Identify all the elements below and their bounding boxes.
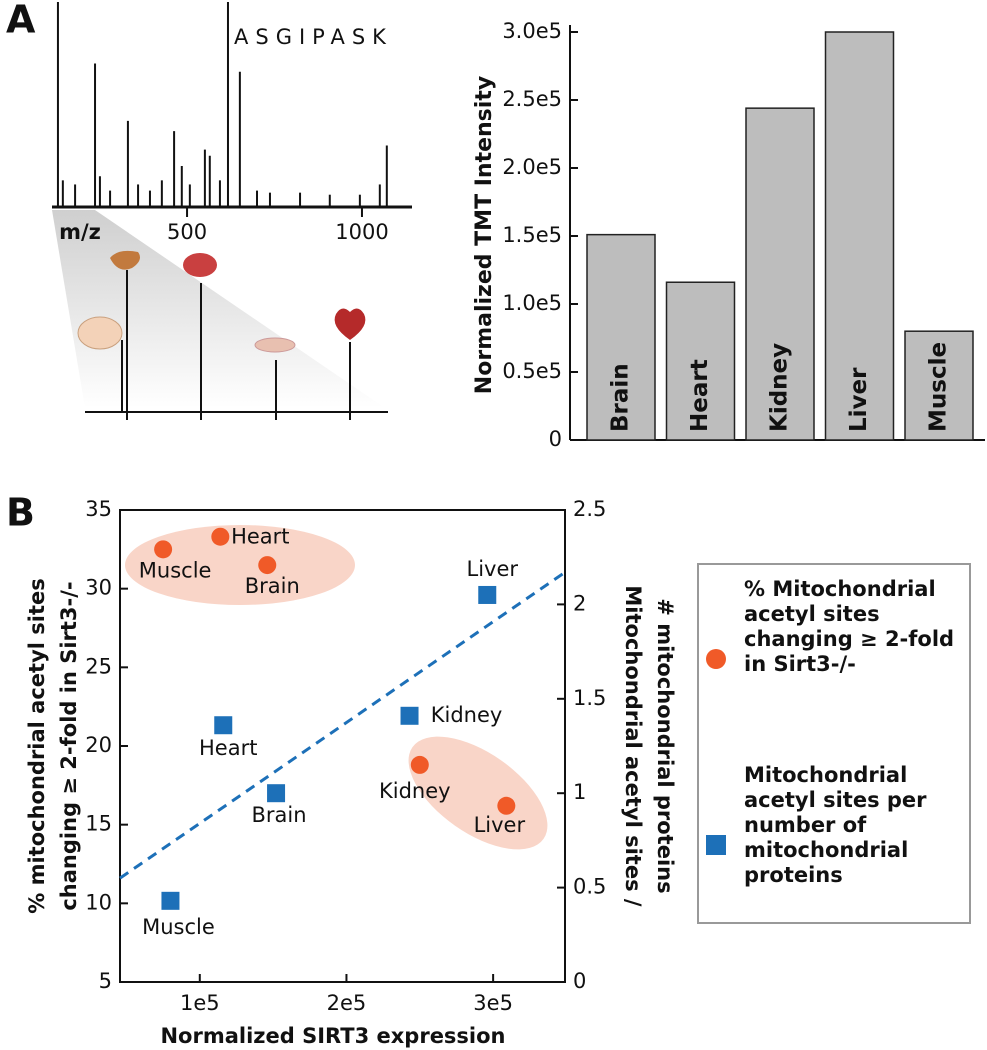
bar-label: Liver	[846, 367, 872, 432]
point-label: Kidney	[431, 703, 503, 727]
y-tick-label: 10	[85, 890, 112, 914]
point-label: Liver	[467, 557, 519, 581]
point	[258, 556, 277, 575]
x-tick-label: 1e5	[180, 991, 220, 1015]
y-tick-label: 5	[99, 969, 112, 993]
bar	[665, 281, 736, 441]
y-tick-label: 1.5e5	[502, 223, 562, 247]
y2-tick-label: 0	[573, 969, 586, 993]
trend-line	[119, 571, 566, 880]
point-label: Muscle	[139, 558, 212, 582]
bar-label: Brain	[608, 363, 634, 432]
reporter-plot	[85, 270, 388, 420]
point	[211, 527, 230, 546]
y-axis-label: Normalized TMT Intensity	[472, 76, 497, 394]
highlight	[408, 736, 548, 850]
point	[410, 755, 429, 774]
x-tick-label: 1000	[335, 220, 388, 244]
liver-icon	[110, 250, 140, 270]
bar	[904, 330, 974, 441]
point-label: Liver	[474, 813, 526, 837]
y-tick-label: 35	[85, 497, 112, 521]
bar	[824, 31, 895, 441]
y-axis-label: changing ≥ 2-fold in Sirt3-/-	[57, 581, 81, 910]
point-label: Kidney	[379, 779, 451, 803]
legend-marker	[706, 649, 726, 669]
y2-tick-label: 0.5	[573, 875, 606, 899]
y-tick-label: 20	[85, 733, 112, 757]
y-tick-label: 15	[85, 812, 112, 836]
y2-axis-label: Mitochondrial acetyl sites /	[621, 585, 645, 906]
y-tick-label: 3.0e5	[502, 19, 562, 43]
point-label: Muscle	[142, 915, 215, 939]
point	[154, 540, 173, 559]
point	[400, 706, 419, 725]
kidney-icon	[183, 253, 217, 277]
point	[214, 716, 233, 735]
legend-label: Mitochondrial acetyl sites per number of…	[744, 763, 927, 887]
bar	[586, 233, 656, 441]
point	[267, 784, 286, 803]
x-axis-label: Normalized SIRT3 expression	[160, 1024, 505, 1048]
y2-tick-label: 1	[573, 780, 586, 804]
point	[478, 585, 497, 604]
bar	[745, 107, 815, 441]
y-tick-label: 2.0e5	[502, 155, 562, 179]
x-tick-label: 2e5	[327, 991, 367, 1015]
x-tick-label: 500	[167, 220, 207, 244]
legend-entry: Mitochondrial acetyl sites per number of…	[706, 763, 964, 888]
y2-tick-label: 2.5	[573, 497, 606, 521]
point-label: Heart	[199, 736, 257, 760]
panel-label: A	[6, 0, 36, 42]
panel-label: B	[6, 491, 35, 535]
bar-label: Kidney	[767, 343, 793, 432]
y-tick-label: 1.0e5	[502, 291, 562, 315]
y-tick-label: 25	[85, 654, 112, 678]
peptide: ASGIPASK	[234, 25, 393, 49]
legend-label: % Mitochondrial acetyl sites changing ≥ …	[744, 577, 955, 676]
muscle-icon	[254, 337, 296, 353]
bar-label: Heart	[687, 359, 713, 432]
y-tick-label: 2.5e5	[502, 87, 562, 111]
y-tick-label: 30	[85, 576, 112, 600]
point-label: Brain	[245, 574, 300, 598]
x-tick-label: 3e5	[473, 991, 513, 1015]
highlight	[125, 525, 355, 605]
legend-entry: % Mitochondrial acetyl sites changing ≥ …	[706, 577, 964, 677]
y-tick-label: 0	[549, 427, 562, 451]
y-tick-label: 0.5e5	[502, 359, 562, 383]
x-axis-label: m/z	[59, 220, 101, 244]
legend-marker	[706, 835, 726, 855]
legend: % Mitochondrial acetyl sites changing ≥ …	[697, 563, 971, 924]
y-axis-label: % mitochondrial acetyl sites	[25, 578, 49, 914]
y2-axis-label: # mitochondrial proteins	[653, 598, 677, 893]
point	[161, 891, 180, 910]
heart-icon	[334, 308, 366, 340]
brain-icon	[77, 316, 123, 350]
y2-tick-label: 1.5	[573, 686, 606, 710]
point-label: Heart	[231, 525, 289, 549]
bar-label: Muscle	[926, 342, 952, 432]
point	[497, 796, 516, 815]
point-label: Brain	[252, 803, 307, 827]
y2-tick-label: 2	[573, 591, 586, 615]
